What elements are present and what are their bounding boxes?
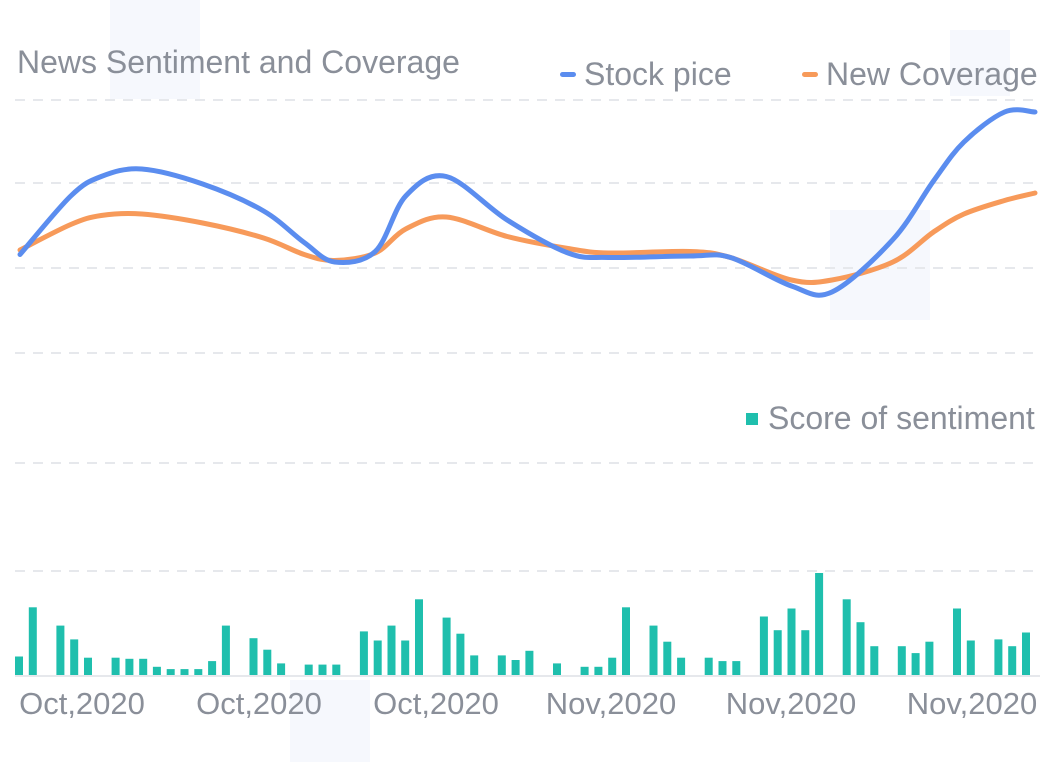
sentiment-bar <box>553 663 561 676</box>
x-tick-label: Oct,2020 <box>19 686 145 721</box>
sentiment-bar <box>318 664 327 676</box>
sentiment-bar <box>925 641 934 676</box>
line-series <box>17 107 1038 298</box>
sentiment-bar <box>1008 646 1017 676</box>
decor-cube-3 <box>290 680 370 762</box>
sentiment-bar <box>249 638 258 676</box>
chart-title: News Sentiment and Coverage <box>17 44 460 80</box>
sentiment-bar <box>401 640 410 676</box>
sentiment-bar <box>263 649 272 676</box>
sentiment-bar <box>649 625 658 676</box>
legend-sentiment[interactable]: Score of sentiment <box>746 400 1035 437</box>
sentiment-bar <box>704 657 713 676</box>
sentiment-bar <box>387 625 396 676</box>
sentiment-bar <box>15 656 23 676</box>
x-tick-label: Nov,2020 <box>906 686 1038 721</box>
sentiment-bar <box>1022 632 1030 676</box>
sentiment-bar <box>304 664 313 676</box>
sentiment-bar <box>111 657 120 676</box>
sentiment-bar <box>773 630 782 676</box>
legend-label-stock-price: Stock pice <box>584 56 732 92</box>
sentiment-bar <box>594 666 603 676</box>
sentiment-bar <box>442 617 451 676</box>
sentiment-bar <box>221 625 230 676</box>
sentiment-bar <box>608 657 617 676</box>
decor-cube-0 <box>110 0 200 99</box>
series-line-news_coverage <box>17 190 1038 286</box>
sentiment-bar <box>870 646 879 676</box>
sentiment-bar <box>815 573 824 676</box>
sentiment-bar <box>663 641 672 676</box>
sentiment-bar <box>470 655 479 676</box>
sentiment-bar <box>897 646 906 676</box>
series-line-stock_price <box>17 107 1038 298</box>
decor-cube-2 <box>950 30 1010 96</box>
sentiment-bar <box>787 608 796 676</box>
sentiment-bar <box>856 622 865 676</box>
sentiment-bar <box>953 608 961 676</box>
sentiment-bar <box>511 660 520 676</box>
sentiment-bar <box>139 658 148 676</box>
sentiment-bar <box>70 639 79 676</box>
sentiment-bar <box>525 650 534 676</box>
sentiment-bar <box>732 661 741 676</box>
sentiment-bar <box>801 630 810 676</box>
sentiment-bar <box>373 640 382 676</box>
sentiment-bar <box>125 658 134 676</box>
legend-swatch-sentiment <box>746 412 758 425</box>
sentiment-bars <box>15 573 1030 676</box>
sentiment-bar <box>994 639 1003 676</box>
sentiment-bar <box>277 663 286 676</box>
sentiment-bar <box>152 666 161 676</box>
sentiment-bar <box>332 664 341 676</box>
x-tick-label: Nov,2020 <box>545 686 677 721</box>
sentiment-bar <box>911 653 920 676</box>
legend-swatch-new-coverage <box>802 72 818 77</box>
x-tick-label: Nov,2020 <box>725 686 857 721</box>
gridlines <box>15 99 1040 572</box>
sentiment-bar <box>718 661 727 676</box>
x-tick-label: Oct,2020 <box>373 686 499 721</box>
sentiment-bar <box>677 657 686 676</box>
legend-swatch-stock-price <box>560 72 576 77</box>
sentiment-bar <box>359 631 368 676</box>
sentiment-bar <box>415 599 423 676</box>
legend-label-new-coverage: New Coverage <box>826 56 1038 92</box>
x-tick-label: Oct,2020 <box>196 686 322 721</box>
sentiment-bar <box>842 599 851 676</box>
sentiment-bar <box>497 655 506 676</box>
sentiment-bar <box>180 669 189 676</box>
sentiment-bar <box>56 625 65 676</box>
legend-stock-price[interactable]: Stock pice <box>560 56 732 93</box>
sentiment-bar <box>166 669 175 676</box>
sentiment-bar <box>580 666 589 676</box>
sentiment-bar <box>622 607 630 676</box>
sentiment-bar <box>28 607 37 676</box>
sentiment-bar <box>456 633 465 676</box>
sentiment-bar <box>84 657 92 676</box>
sentiment-bar <box>194 669 203 676</box>
legend-label-sentiment: Score of sentiment <box>768 400 1035 436</box>
sentiment-bar <box>759 616 768 676</box>
sentiment-bar <box>208 661 217 676</box>
legend-new-coverage[interactable]: New Coverage <box>802 56 1038 93</box>
sentiment-bar <box>966 640 975 676</box>
